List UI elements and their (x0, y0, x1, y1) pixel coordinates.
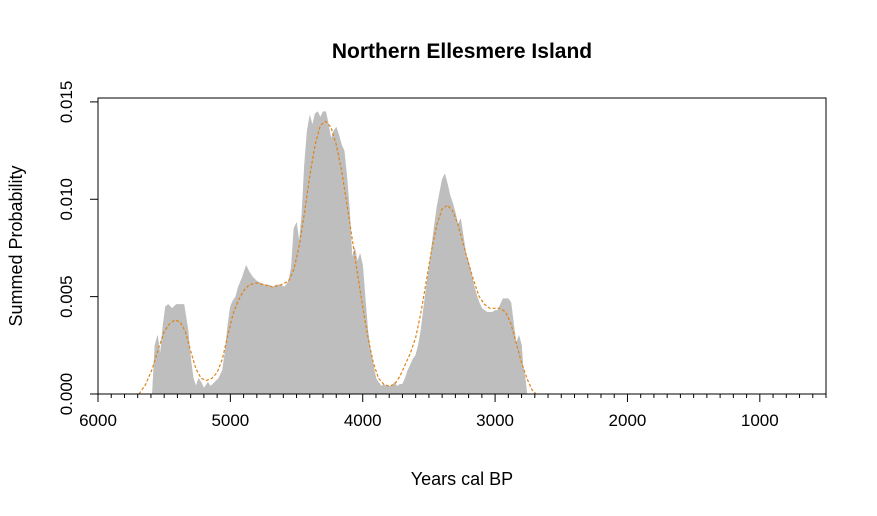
y-axis-label: Summed Probability (6, 165, 26, 326)
x-tick-label: 4000 (344, 411, 382, 430)
x-tick-label: 6000 (79, 411, 117, 430)
x-axis-label: Years cal BP (411, 469, 513, 489)
x-tick-label: 3000 (476, 411, 514, 430)
plot-frame (97, 97, 827, 395)
plot-area (138, 111, 537, 395)
y-tick-label: 0.005 (57, 275, 76, 318)
x-axis: 6000 5000 4000 3000 2000 1000 (79, 394, 827, 430)
chart-title: Northern Ellesmere Island (332, 40, 592, 63)
y-tick-label: 0.000 (57, 373, 76, 416)
x-tick-label: 1000 (741, 411, 779, 430)
smoothed-line-series (138, 120, 537, 395)
x-tick-label: 2000 (609, 411, 647, 430)
spd-area-series (152, 111, 528, 395)
y-tick-label: 0.010 (57, 178, 76, 221)
y-axis: 0.000 0.005 0.010 0.015 (57, 81, 98, 416)
y-tick-label: 0.015 (57, 81, 76, 124)
x-tick-label: 5000 (211, 411, 249, 430)
